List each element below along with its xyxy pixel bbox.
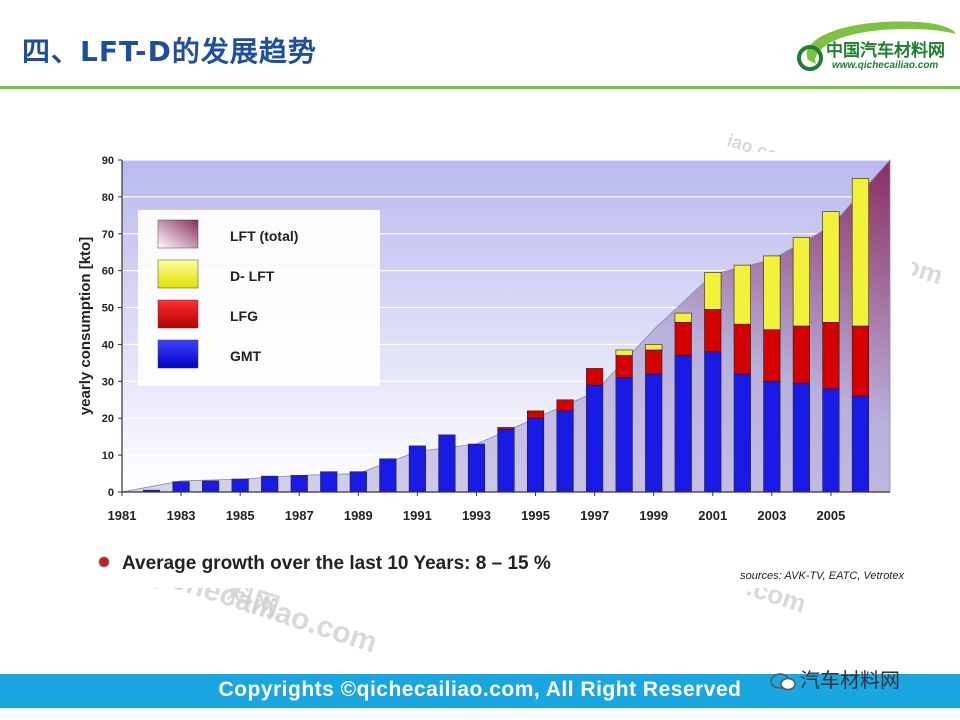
x-tick-label: 1995 (521, 508, 550, 523)
bar-gmt-2005 (822, 388, 840, 493)
bar-gmt-1997 (586, 384, 604, 493)
footer-bar (0, 674, 960, 708)
x-tick-label: 2003 (757, 508, 786, 523)
y-tick-label: 80 (102, 192, 114, 204)
stacked-bar-chart: 0 10 20 30 40 50 60 70 80 90 1981 1983 1985 1987 1989… (77, 155, 904, 582)
logo-name: 中国汽车材料网 (826, 41, 945, 61)
y-tick-label: 60 (102, 266, 114, 278)
y-tick-label: 30 (102, 376, 114, 388)
bullet-icon (98, 556, 110, 568)
bar-gmt-1988 (320, 471, 338, 493)
bar-lfg-2002 (733, 323, 751, 375)
bar-d-lft-2006 (851, 178, 870, 327)
bar-gmt-1990 (379, 458, 397, 493)
bar-d-lft-1999 (645, 344, 663, 351)
bar-gmt-1994 (497, 428, 515, 493)
bar-gmt-1983 (172, 481, 190, 493)
bar-lfg-1999 (645, 349, 663, 375)
bar-d-lft-2000 (674, 312, 692, 323)
bar-lfg-2003 (763, 329, 781, 382)
x-tick-label: 2001 (698, 508, 727, 523)
source-note: sources: AVK-TV, EATC, Vetrotex (740, 570, 904, 582)
bar-lfg-2004 (792, 325, 810, 384)
x-tick-label: 1989 (344, 508, 373, 523)
x-tick-label: 1991 (403, 508, 432, 523)
bar-gmt-1993 (467, 443, 486, 493)
y-axis-label: yearly consumption [kto] (77, 237, 94, 415)
x-tick-label: 1981 (108, 508, 137, 523)
bar-d-lft-2001 (704, 272, 722, 310)
bar-lfg-2006 (851, 325, 870, 397)
legend-label-gmt: GMT (230, 348, 262, 364)
bar-gmt-1986 (261, 475, 279, 493)
bar-gmt-1985 (231, 478, 249, 493)
footer-copyright: Copyrights ©qichecailiao.com, All Right … (218, 678, 742, 701)
title-divider (0, 86, 960, 89)
bar-lfg-2000 (674, 322, 692, 356)
x-tick-label: 1999 (639, 508, 668, 523)
bar-gmt-2006 (851, 395, 870, 493)
bar-d-lft-1998 (615, 349, 633, 356)
bar-lfg-2005 (822, 322, 840, 390)
bar-gmt-1998 (615, 377, 633, 493)
legend-swatch-gmt (157, 339, 199, 369)
x-tick-label: 2005 (816, 508, 845, 523)
legend-label-d-lft: D- LFT (230, 268, 275, 284)
bar-gmt-1995 (526, 417, 545, 493)
bar-d-lft-2002 (733, 264, 751, 325)
legend-swatch-d-lft (157, 259, 199, 289)
bar-lfg-1995 (526, 410, 545, 419)
bar-gmt-1984 (202, 480, 220, 493)
legend-label-lft-total: LFT (total) (230, 228, 298, 244)
bar-gmt-1999 (645, 373, 663, 493)
bar-lfg-1998 (615, 355, 633, 378)
bar-gmt-2002 (733, 373, 751, 493)
chart-panel: 0 10 20 30 40 50 60 70 80 90 1981 1983 1985 1987 1989… (66, 152, 912, 588)
logo-swoosh-icon (797, 21, 956, 71)
bar-gmt-2003 (763, 381, 781, 493)
bar-gmt-2000 (674, 355, 692, 493)
wechat-icon (770, 672, 796, 690)
legend-label-lfg: LFG (230, 308, 258, 324)
bar-lfg-1997 (586, 368, 604, 386)
y-tick-label: 90 (102, 155, 114, 167)
y-tick-label: 0 (108, 487, 114, 499)
y-tick-label: 50 (102, 303, 114, 315)
bar-gmt-2001 (704, 351, 722, 493)
bar-gmt-1996 (556, 410, 574, 493)
bar-gmt-1991 (408, 445, 426, 493)
y-tick-label: 70 (102, 229, 114, 241)
legend: LFT (total) D- LFT LFG GMT (138, 210, 380, 386)
bar-lfg-1994 (497, 427, 515, 430)
bar-d-lft-2003 (763, 255, 781, 330)
y-tick-label: 10 (102, 450, 114, 462)
bar-lfg-1996 (556, 399, 574, 412)
slide-title: 四、LFT-D的发展趋势 (22, 35, 317, 68)
bar-d-lft-2004 (792, 237, 810, 327)
bar-gmt-1992 (438, 434, 456, 493)
y-tick-label: 40 (102, 339, 114, 351)
wechat-badge: 汽车材料网 (770, 664, 900, 693)
logo-url: www.qichecailiao.com (832, 60, 939, 71)
wechat-label: 汽车材料网 (800, 668, 900, 692)
bar-gmt-2004 (792, 382, 810, 493)
y-tick-label: 20 (102, 413, 114, 425)
x-tick-label: 1997 (580, 508, 609, 523)
x-tick-label: 1993 (462, 508, 491, 523)
bar-d-lft-2005 (822, 211, 840, 323)
legend-swatch-lfg (157, 299, 199, 329)
x-tick-label: 1983 (167, 508, 196, 523)
bar-gmt-1987 (290, 475, 308, 493)
bar-gmt-1989 (349, 471, 367, 493)
x-tick-label: 1987 (285, 508, 314, 523)
legend-swatch-lft-total (157, 219, 199, 249)
growth-annotation: Average growth over the last 10 Years: 8… (122, 553, 551, 574)
bar-lfg-2001 (704, 309, 722, 353)
x-tick-label: 1985 (226, 508, 255, 523)
